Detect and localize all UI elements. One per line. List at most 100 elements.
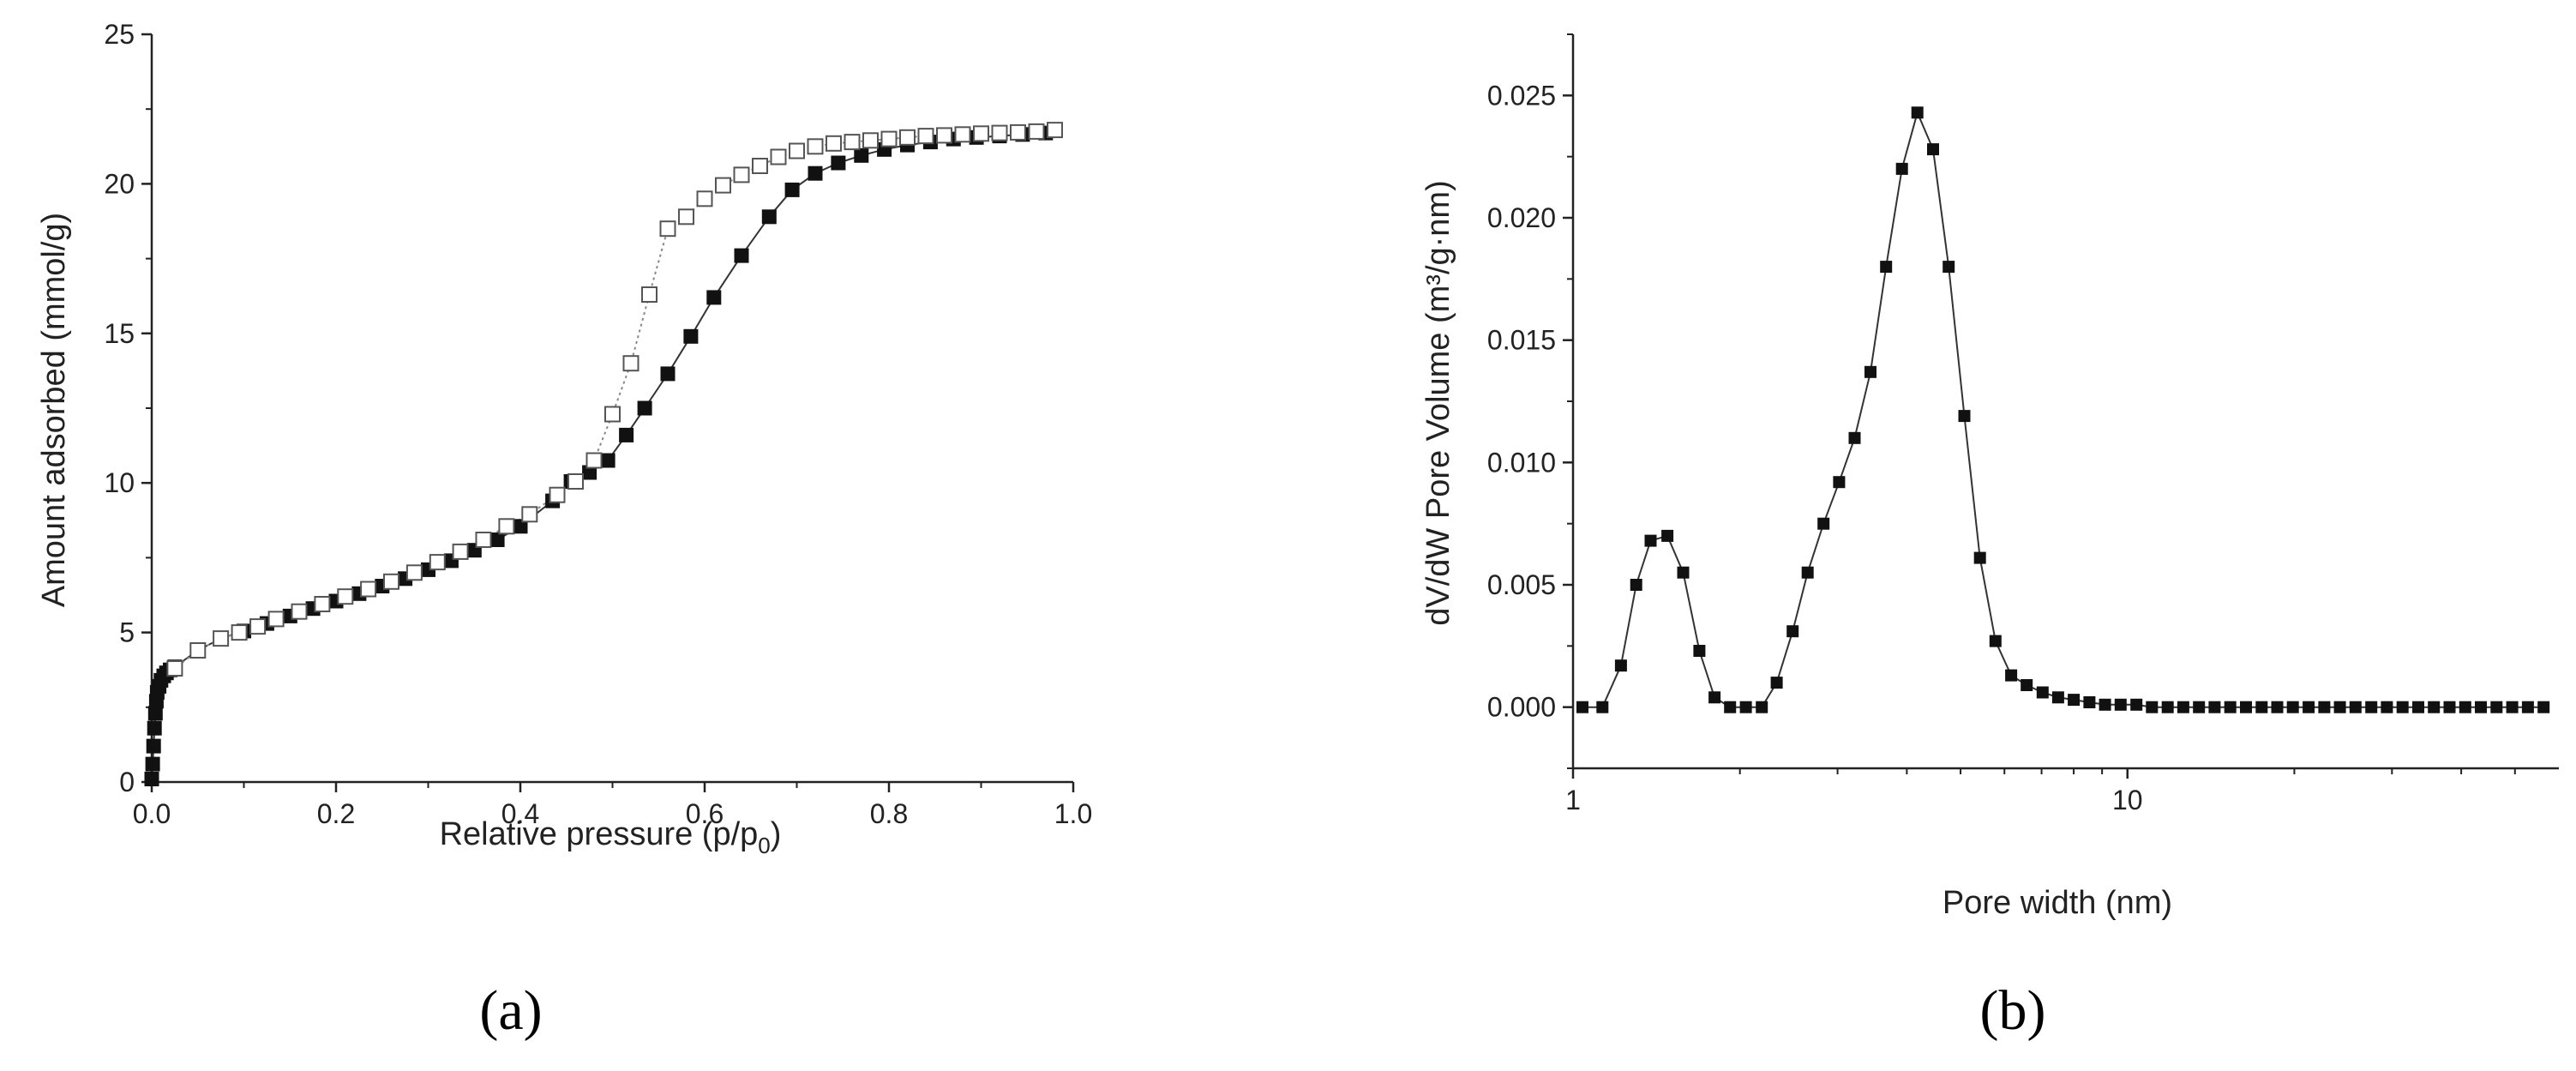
panel-a-adsorption-point xyxy=(146,738,161,754)
panel-a-desorption-point xyxy=(917,128,934,145)
panel-b-label: (b) xyxy=(1980,979,2046,1042)
panel-a-desorption-point xyxy=(862,132,879,149)
panel-b-pore-size-distribution-point xyxy=(1848,431,1861,444)
panel-b-pore-size-distribution-point xyxy=(2208,701,2221,713)
panel-b-pore-size-distribution-line xyxy=(1582,110,2544,708)
panel-b-pore-size-distribution-point xyxy=(1880,261,1893,274)
panel-a-adsorption-point xyxy=(513,519,528,534)
panel-a-desorption-point xyxy=(899,129,916,146)
panel-a-y-tick-label: 25 xyxy=(104,19,135,50)
panel-b-pore-size-distribution-point xyxy=(1989,635,2002,647)
panel-a-isotherm-chart: 0.0 0.2 0.4 0.6 0.8 1.0 0 5 10 15 20 25 Relative p… xyxy=(36,19,1092,1042)
panel-a-desorption-point xyxy=(498,518,515,535)
panel-b-series-lines xyxy=(1582,110,2544,708)
panel-b-pore-size-distribution-point xyxy=(2255,701,2268,713)
panel-b-data-points xyxy=(1576,106,2550,713)
panel-b-y-tick-label: 0.020 xyxy=(1487,202,1556,233)
panel-b-pore-size-distribution-point xyxy=(2412,701,2424,713)
panel-a-y-axis-label: Amount adsorbed (mmol/g) xyxy=(36,213,72,607)
panel-b-pore-distribution-chart: 1 10 0.000 0.005 0.010 0.015 0.020 0.025 Pore … xyxy=(1420,33,2559,1042)
panel-a-adsorption-point xyxy=(489,532,505,547)
panel-a-y-ticks: 0 5 10 15 20 25 xyxy=(104,19,152,797)
panel-a-desorption-point xyxy=(521,506,538,523)
panel-a-adsorption-point xyxy=(660,366,676,382)
panel-b-pore-size-distribution-point xyxy=(1973,551,1986,564)
panel-a-desorption-point xyxy=(954,126,971,143)
panel-b-pore-size-distribution-point xyxy=(1596,701,1609,713)
panel-a-y-tick-label: 5 xyxy=(119,617,135,648)
panel-b-pore-size-distribution-point xyxy=(2333,701,2346,713)
panel-a-x-axis-label: Relative pressure (p/p0) xyxy=(440,816,782,858)
panel-b-pore-size-distribution-point xyxy=(2271,701,2284,713)
panel-a-adsorption-point xyxy=(683,328,699,344)
panel-b-pore-size-distribution-point xyxy=(2130,698,2143,711)
panel-b-pore-size-distribution-point xyxy=(1786,625,1799,638)
panel-a-adsorption-point xyxy=(831,155,846,171)
panel-a-desorption-point xyxy=(429,554,446,571)
panel-a-desorption-point xyxy=(752,158,768,174)
panel-b-pore-size-distribution-point xyxy=(2036,686,2049,699)
panel-a-desorption-point xyxy=(622,355,639,372)
panel-b-pore-size-distribution-point xyxy=(2490,701,2503,713)
panel-a-desorption-point xyxy=(360,581,377,598)
panel-b-pore-size-distribution-point xyxy=(2318,701,2331,713)
panel-b-pore-size-distribution-point xyxy=(1958,410,1971,423)
panel-a-desorption-point xyxy=(249,618,267,635)
panel-a-desorption-point xyxy=(291,603,308,620)
panel-b-x-tick-label: 10 xyxy=(2112,785,2143,815)
panel-a-desorption-point xyxy=(405,564,423,581)
panel-b-pore-size-distribution-point xyxy=(2051,691,2064,704)
panel-a-desorption-point xyxy=(213,630,230,647)
panel-b-pore-size-distribution-point xyxy=(2286,701,2299,713)
panel-b-pore-size-distribution-point xyxy=(2396,701,2409,713)
panel-a-desorption-point xyxy=(807,138,824,155)
panel-a-desorption-point xyxy=(844,134,861,151)
panel-a-y-tick-label: 0 xyxy=(119,767,135,797)
panel-a-adsorption-point xyxy=(619,427,634,442)
panel-a-adsorption-point xyxy=(637,400,652,416)
panel-a-desorption-point xyxy=(231,624,248,641)
panel-b-pore-size-distribution-point xyxy=(2459,701,2471,713)
panel-b-pore-size-distribution-point xyxy=(2099,698,2111,711)
panel-a-desorption-point xyxy=(991,124,1008,141)
panel-a-desorption-point xyxy=(641,286,658,303)
panel-b-pore-size-distribution-point xyxy=(2381,701,2393,713)
panel-a-adsorption-point xyxy=(145,756,160,772)
panel-a-adsorption-point xyxy=(582,465,597,480)
panel-b-pore-size-distribution-point xyxy=(2349,701,2362,713)
panel-a-desorption-point xyxy=(678,208,694,226)
panel-a-desorption-point xyxy=(880,130,898,147)
panel-b-pore-size-distribution-point xyxy=(2068,694,2081,707)
panel-b-pore-size-distribution-point xyxy=(2521,701,2534,713)
panel-b-y-axis-label: dV/dW Pore Volume (m³/g·nm) xyxy=(1420,180,1456,625)
panel-a-adsorption-point xyxy=(854,147,869,163)
panel-b-y-tick-label: 0.025 xyxy=(1487,80,1556,111)
panel-b-pore-size-distribution-point xyxy=(2161,701,2174,713)
panel-a-adsorption-point xyxy=(144,772,159,786)
panel-b-y-tick-label: 0.005 xyxy=(1487,569,1556,600)
panel-b-axes xyxy=(1571,34,2559,770)
panel-b-pore-size-distribution-point xyxy=(2303,701,2315,713)
panel-a-adsorption-point xyxy=(761,209,777,225)
panel-a-y-tick-label: 15 xyxy=(104,318,135,349)
panel-a-desorption-point xyxy=(383,573,399,590)
panel-a-label: (a) xyxy=(479,979,542,1042)
panel-b-pore-size-distribution-point xyxy=(1864,365,1876,378)
panel-b-pore-size-distribution-point xyxy=(2365,701,2378,713)
panel-a-adsorption-point xyxy=(784,182,800,197)
panel-a-data-points xyxy=(144,122,1063,786)
panel-a-desorption-point xyxy=(549,486,566,503)
panel-a-adsorption-point xyxy=(734,248,749,263)
panel-b-x-axis-label: Pore width (nm) xyxy=(1943,885,2172,921)
panel-b-pore-size-distribution-point xyxy=(2428,701,2441,713)
panel-b-pore-size-distribution-point xyxy=(1770,677,1783,689)
panel-a-desorption-point xyxy=(696,190,713,208)
panel-b-pore-size-distribution-point xyxy=(2475,701,2487,713)
panel-a-desorption-point xyxy=(770,148,787,165)
panel-a-desorption-point xyxy=(789,142,805,159)
panel-b-pore-size-distribution-point xyxy=(1630,579,1642,591)
panel-b-y-ticks: 0.000 0.005 0.010 0.015 0.020 0.025 xyxy=(1487,33,1573,769)
panel-b-pore-size-distribution-point xyxy=(1693,645,1706,657)
panel-b-pore-size-distribution-point xyxy=(2224,701,2237,713)
